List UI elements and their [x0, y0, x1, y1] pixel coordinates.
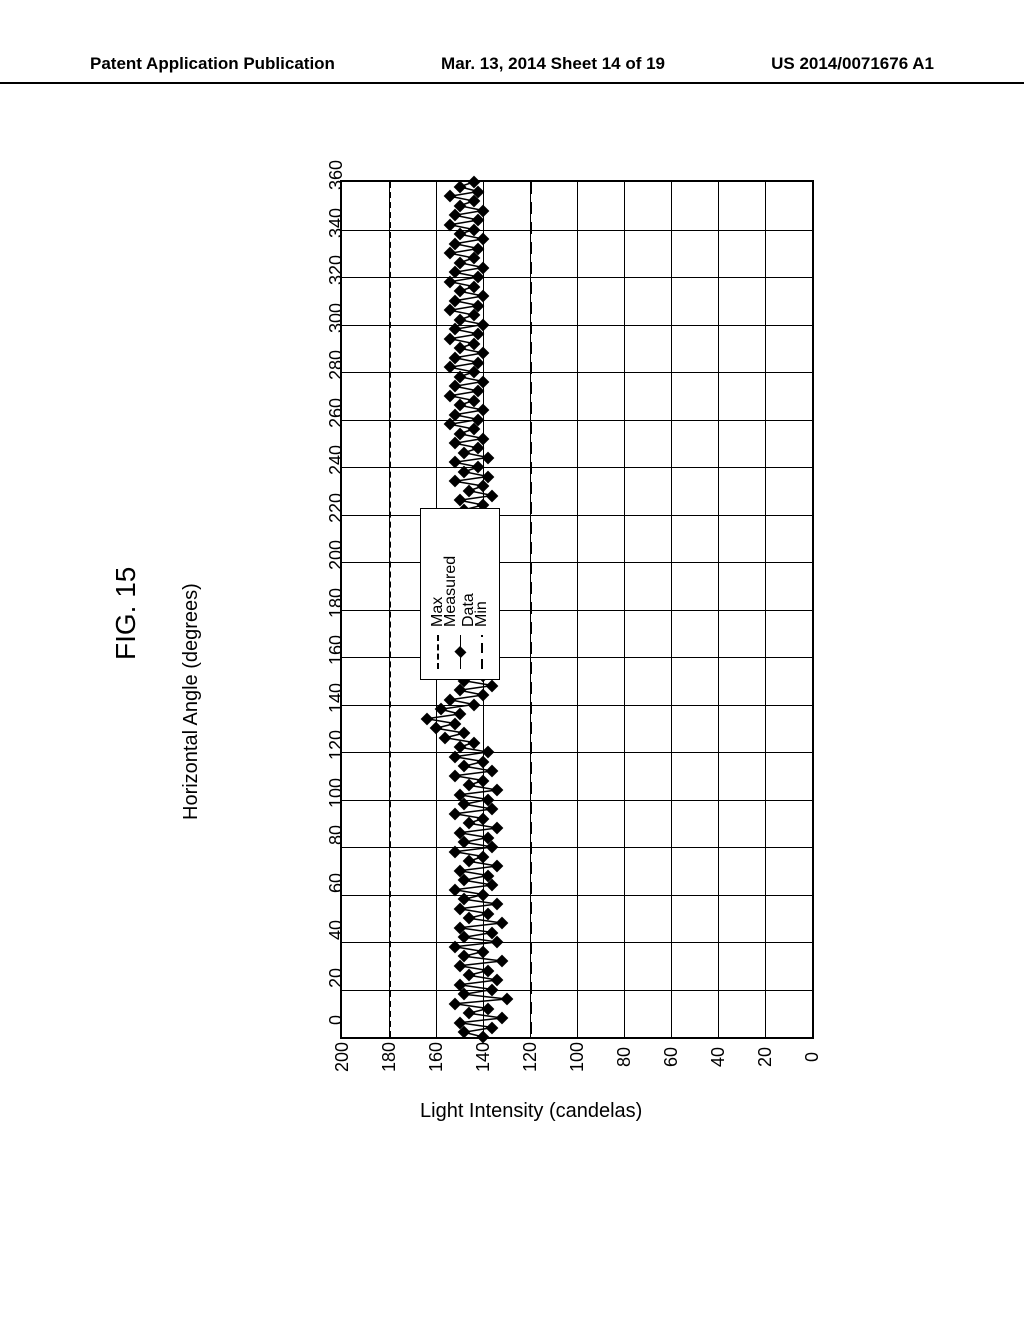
x-tick-label: 80 [326, 825, 347, 865]
y-tick-label: 20 [755, 1037, 776, 1077]
page-header: Patent Application Publication Mar. 13, … [0, 54, 1024, 84]
x-tick-label: 60 [326, 873, 347, 913]
y-axis-label: Light Intensity (candelas) [420, 1100, 642, 1123]
plot-area [340, 180, 814, 1039]
x-tick-label: 180 [326, 588, 347, 628]
y-tick-label: 0 [802, 1037, 823, 1077]
header-left: Patent Application Publication [90, 54, 335, 74]
x-tick-label: 240 [326, 445, 347, 485]
chart-legend: Max Measured Data Min [420, 508, 500, 680]
legend-label-min: Min [473, 601, 491, 627]
y-tick-label: 160 [426, 1037, 447, 1077]
legend-swatch-longdash-icon [481, 635, 483, 669]
x-tick-label: 360 [326, 160, 347, 200]
x-tick-label: 100 [326, 778, 347, 818]
legend-swatch-diamond-icon [456, 635, 465, 669]
x-tick-label: 320 [326, 255, 347, 295]
y-tick-label: 80 [614, 1037, 635, 1077]
measured-data-series [342, 182, 812, 1037]
x-axis-label: Horizontal Angle (degrees) [180, 583, 203, 820]
y-tick-label: 200 [332, 1037, 353, 1077]
y-tick-label: 180 [379, 1037, 400, 1077]
y-tick-label: 100 [567, 1037, 588, 1077]
x-tick-label: 200 [326, 540, 347, 580]
y-tick-label: 40 [708, 1037, 729, 1077]
legend-item-measured: Measured Data [449, 519, 471, 669]
y-tick-label: 120 [520, 1037, 541, 1077]
x-tick-label: 340 [326, 208, 347, 248]
x-tick-label: 20 [326, 968, 347, 1008]
y-tick-label: 140 [473, 1037, 494, 1077]
legend-swatch-dash-icon [437, 635, 439, 669]
chart-container: Light Intensity (candelas) Horizontal An… [120, 180, 910, 1170]
x-tick-label: 280 [326, 350, 347, 390]
x-tick-label: 260 [326, 398, 347, 438]
x-tick-label: 220 [326, 493, 347, 533]
header-right: US 2014/0071676 A1 [771, 54, 934, 74]
x-tick-label: 140 [326, 683, 347, 723]
x-tick-label: 300 [326, 303, 347, 343]
y-tick-label: 60 [661, 1037, 682, 1077]
x-tick-label: 160 [326, 635, 347, 675]
header-center: Mar. 13, 2014 Sheet 14 of 19 [441, 54, 665, 74]
x-tick-label: 40 [326, 920, 347, 960]
figure-label: FIG. 15 [110, 567, 142, 660]
x-tick-label: 120 [326, 730, 347, 770]
